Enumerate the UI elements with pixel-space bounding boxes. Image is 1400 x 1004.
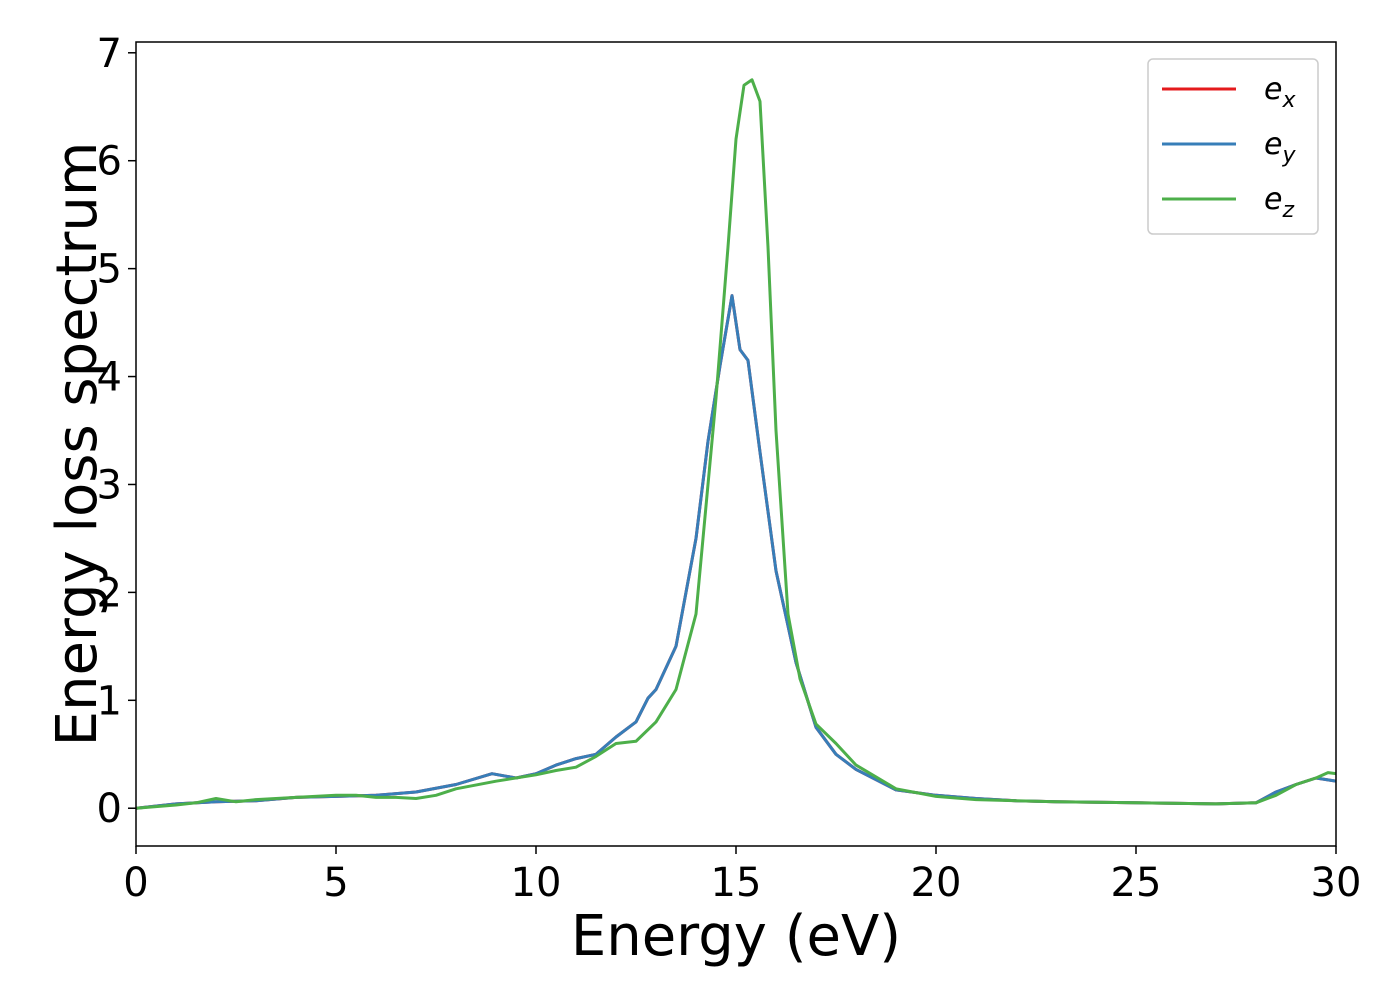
y-tick-label: 7 <box>97 31 122 77</box>
y-axis-title: Energy loss spectrum <box>45 142 110 747</box>
y-tick-label: 0 <box>97 786 122 832</box>
legend-label: ey <box>1264 127 1296 168</box>
x-tick-label: 15 <box>711 860 762 906</box>
y-tick-label: 4 <box>97 355 122 401</box>
x-tick-label: 20 <box>911 860 962 906</box>
legend: ex ey ez <box>1147 58 1319 235</box>
y-tick-label: 6 <box>97 139 122 185</box>
legend-item-z: ez <box>1162 182 1294 223</box>
legend-label: ez <box>1264 182 1294 223</box>
x-tick-label: 10 <box>511 860 562 906</box>
legend-label: ex <box>1264 72 1296 113</box>
axes: 0 5 10 15 20 25 30 0 1 2 3 4 5 6 7 <box>97 31 1362 906</box>
y-tick-label: 3 <box>97 462 122 508</box>
series-line-x <box>136 294 1336 810</box>
y-tick-label: 2 <box>97 570 122 616</box>
series-lines <box>136 78 1336 810</box>
x-tick-label: 0 <box>123 860 148 906</box>
x-axis-title: Energy (eV) <box>571 904 901 969</box>
legend-item-x: ex <box>1162 72 1296 113</box>
y-tick-label: 5 <box>97 247 122 293</box>
legend-box <box>1147 58 1319 235</box>
legend-item-y: ey <box>1162 127 1296 168</box>
x-tick-label: 30 <box>1311 860 1362 906</box>
plot-area <box>136 78 1336 810</box>
y-tick-label: 1 <box>97 678 122 724</box>
x-tick-label: 25 <box>1111 860 1162 906</box>
series-line-z <box>136 78 1336 810</box>
series-line-y <box>136 294 1336 810</box>
x-tick-label: 5 <box>323 860 348 906</box>
